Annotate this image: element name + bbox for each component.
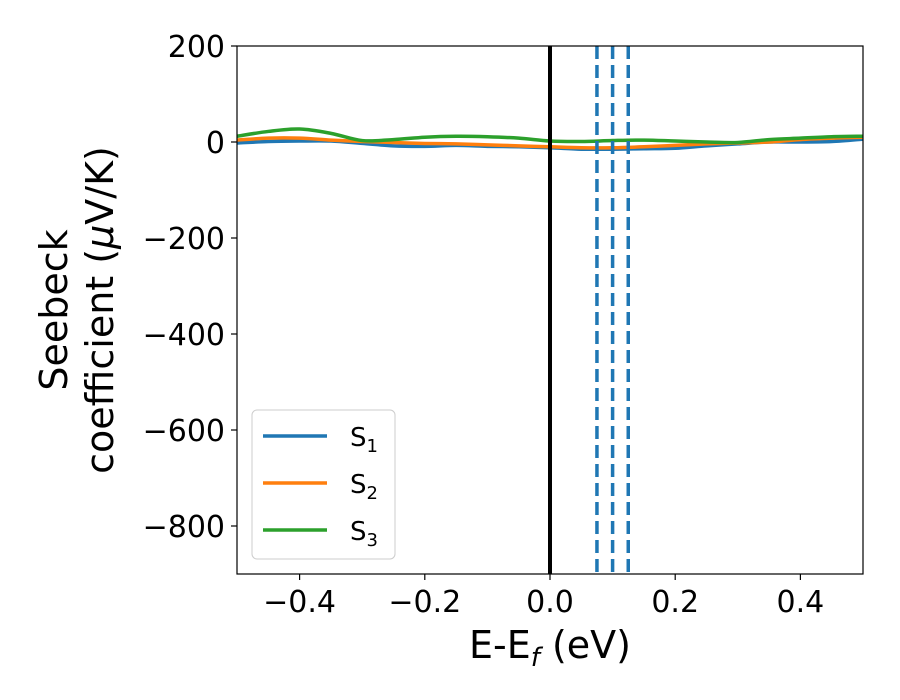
y-tick-label: −400 <box>143 318 225 353</box>
x-axis-label: E-Ef (eV) <box>469 623 631 673</box>
legend: S1 S2 S3 <box>251 409 396 560</box>
legend-label-s3: S3 <box>350 517 378 551</box>
vertical-lines-layer <box>548 46 630 574</box>
y-tick-label: −200 <box>143 222 225 257</box>
legend-label-s1: S1 <box>350 423 378 457</box>
y-axis-ticks: 200 0 −200 −400 −600 −800 <box>143 30 237 545</box>
x-tick-label: −0.2 <box>388 585 461 620</box>
legend-label-s2: S2 <box>350 470 378 504</box>
x-tick-label: 0.0 <box>526 585 574 620</box>
x-axis-ticks: −0.4 −0.2 0.0 0.2 0.4 <box>263 574 824 620</box>
y-tick-label: −800 <box>143 510 225 545</box>
x-tick-label: −0.4 <box>263 585 336 620</box>
x-tick-label: 0.4 <box>777 585 825 620</box>
y-tick-label: 200 <box>168 30 225 65</box>
y-tick-label: 0 <box>206 126 225 161</box>
y-axis-label-line2: coefficient (μV/K) <box>78 146 122 474</box>
y-tick-label: −600 <box>143 414 225 449</box>
y-axis-label-line1: Seebeck <box>32 229 76 390</box>
x-tick-label: 0.2 <box>651 585 699 620</box>
